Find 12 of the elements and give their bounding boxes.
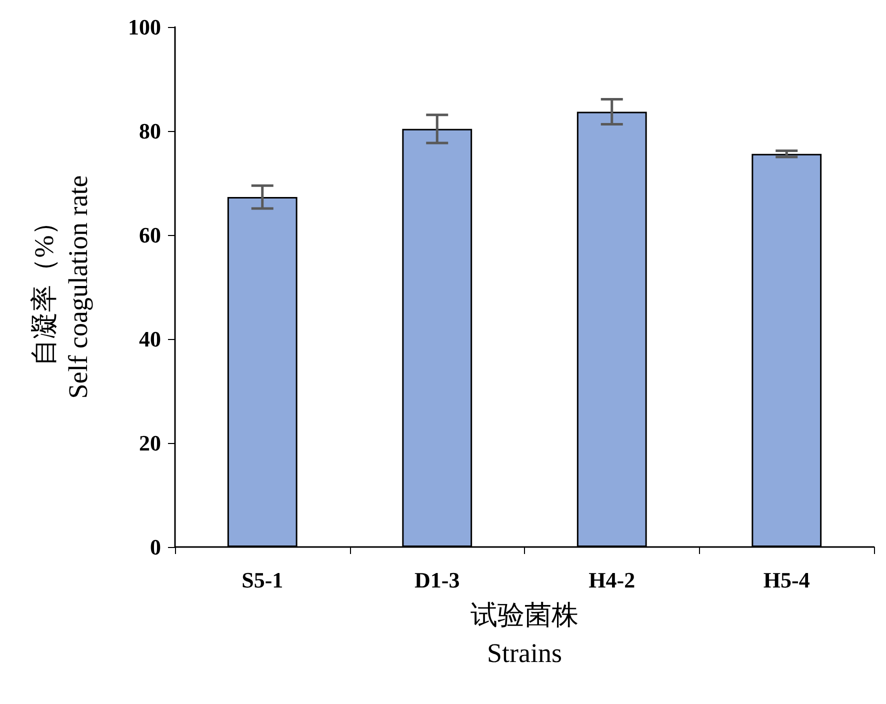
x-tick-label: D1-3 bbox=[414, 568, 460, 592]
x-tick-label: S5-1 bbox=[242, 568, 284, 592]
y-tick-label: 100 bbox=[128, 14, 161, 40]
y-tick-label: 80 bbox=[139, 118, 161, 144]
y-tick-label: 20 bbox=[139, 430, 161, 456]
x-axis-title: 试验菌株 Strains bbox=[470, 600, 578, 668]
y-tick-label: 40 bbox=[139, 326, 161, 352]
x-tick-label: H5-4 bbox=[763, 568, 810, 592]
y-tick-label: 60 bbox=[139, 222, 161, 248]
y-axis-title: 自凝率（%） Self coagulation rate bbox=[29, 175, 93, 399]
x-tick-label: H4-2 bbox=[588, 568, 636, 592]
y-tick-label: 0 bbox=[150, 534, 161, 560]
